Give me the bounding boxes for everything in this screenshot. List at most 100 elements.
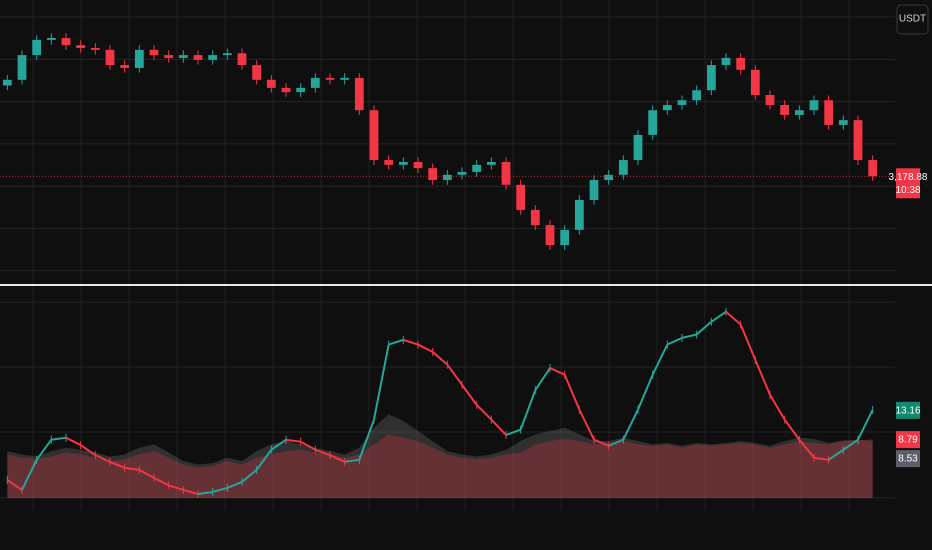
line-segment xyxy=(80,444,96,456)
candle-body xyxy=(237,53,247,66)
line-segment xyxy=(226,480,243,489)
line-segment xyxy=(344,458,360,463)
candle-body xyxy=(61,38,71,46)
line-segment xyxy=(212,486,228,493)
candle-body xyxy=(457,171,467,175)
candle-body xyxy=(838,120,848,125)
line-segment xyxy=(153,477,170,487)
line-segment xyxy=(828,448,844,461)
price-label: 3,178.88 xyxy=(889,172,928,183)
candle-body xyxy=(134,49,144,68)
line-segment xyxy=(637,374,654,410)
candle-body xyxy=(310,77,320,88)
candle-body xyxy=(809,100,819,111)
candle-body xyxy=(765,95,775,105)
candle-body xyxy=(706,65,716,91)
currency-label: USDT xyxy=(899,14,926,25)
currency-button[interactable] xyxy=(896,4,929,35)
line-segment xyxy=(388,338,404,346)
candle-body xyxy=(853,120,863,161)
area xyxy=(7,414,873,498)
candle-body xyxy=(164,55,174,58)
candle-body xyxy=(208,55,218,60)
line-segment xyxy=(578,409,595,441)
price-label-box xyxy=(896,401,920,419)
line-segment xyxy=(94,454,111,463)
line-segment xyxy=(696,321,712,336)
line-segment xyxy=(813,456,829,461)
line-segment xyxy=(109,460,126,469)
line-segment xyxy=(358,419,375,461)
line-segment xyxy=(461,384,478,406)
candle-body xyxy=(750,69,760,95)
line-segment xyxy=(403,338,419,346)
candle-body xyxy=(32,39,42,56)
line-segment xyxy=(270,438,287,451)
candle-body xyxy=(574,199,584,230)
line-segment xyxy=(183,488,199,495)
line-segment xyxy=(505,428,522,436)
price-label: 8.79 xyxy=(898,435,918,446)
line-segment xyxy=(769,394,786,421)
candle-body xyxy=(530,209,540,226)
candle-body xyxy=(648,110,658,135)
line-segment xyxy=(300,440,316,451)
candle-body xyxy=(384,160,394,165)
line-segment xyxy=(65,436,82,446)
line-segment xyxy=(666,336,683,346)
candle-body xyxy=(2,79,12,86)
price-label: 10:38 xyxy=(895,185,920,196)
line-segment xyxy=(124,466,140,471)
candle-body xyxy=(266,79,276,88)
line-segment xyxy=(681,333,697,339)
line-segment xyxy=(255,449,273,471)
line-segment xyxy=(549,367,566,376)
line-segment xyxy=(490,418,507,436)
candle-body xyxy=(780,104,790,115)
price-label: 8.53 xyxy=(898,454,918,465)
candle-body xyxy=(428,168,438,181)
price-label-box xyxy=(896,431,920,449)
line-segment xyxy=(197,490,213,495)
candle-body xyxy=(677,100,687,105)
line-segment xyxy=(475,404,493,421)
line-segment xyxy=(593,438,610,447)
line-segment xyxy=(241,469,258,483)
line-segment xyxy=(534,367,551,391)
line-segment xyxy=(622,409,639,441)
grid xyxy=(0,0,895,510)
candle-body xyxy=(149,49,159,56)
candle-body xyxy=(252,65,262,80)
line-segment xyxy=(285,438,301,443)
line-segment xyxy=(432,351,448,366)
line-segment xyxy=(35,439,53,461)
line-segment xyxy=(138,468,155,479)
candle-body xyxy=(354,77,364,111)
candle-body xyxy=(296,87,306,93)
line-segment xyxy=(563,374,581,410)
candle-body xyxy=(369,110,379,161)
candle-body xyxy=(633,134,643,161)
candle-body xyxy=(222,53,232,56)
line-segment xyxy=(329,454,346,463)
line-segment xyxy=(446,364,463,386)
candle-body xyxy=(442,174,452,181)
candle-body xyxy=(90,47,100,50)
candle-body xyxy=(472,164,482,172)
line-segment xyxy=(6,479,23,491)
line-segment xyxy=(651,344,669,376)
candle-body xyxy=(193,55,203,60)
candle-body xyxy=(692,90,702,101)
candle-body xyxy=(516,184,526,210)
candle-body xyxy=(76,45,86,48)
candle-body xyxy=(325,77,335,80)
candle-body xyxy=(413,161,423,169)
candle-body xyxy=(736,57,746,70)
line-segment xyxy=(783,419,801,441)
candle-body xyxy=(105,49,115,66)
candle-body xyxy=(560,229,570,246)
candle-body xyxy=(398,161,408,165)
candle-body xyxy=(545,225,555,246)
